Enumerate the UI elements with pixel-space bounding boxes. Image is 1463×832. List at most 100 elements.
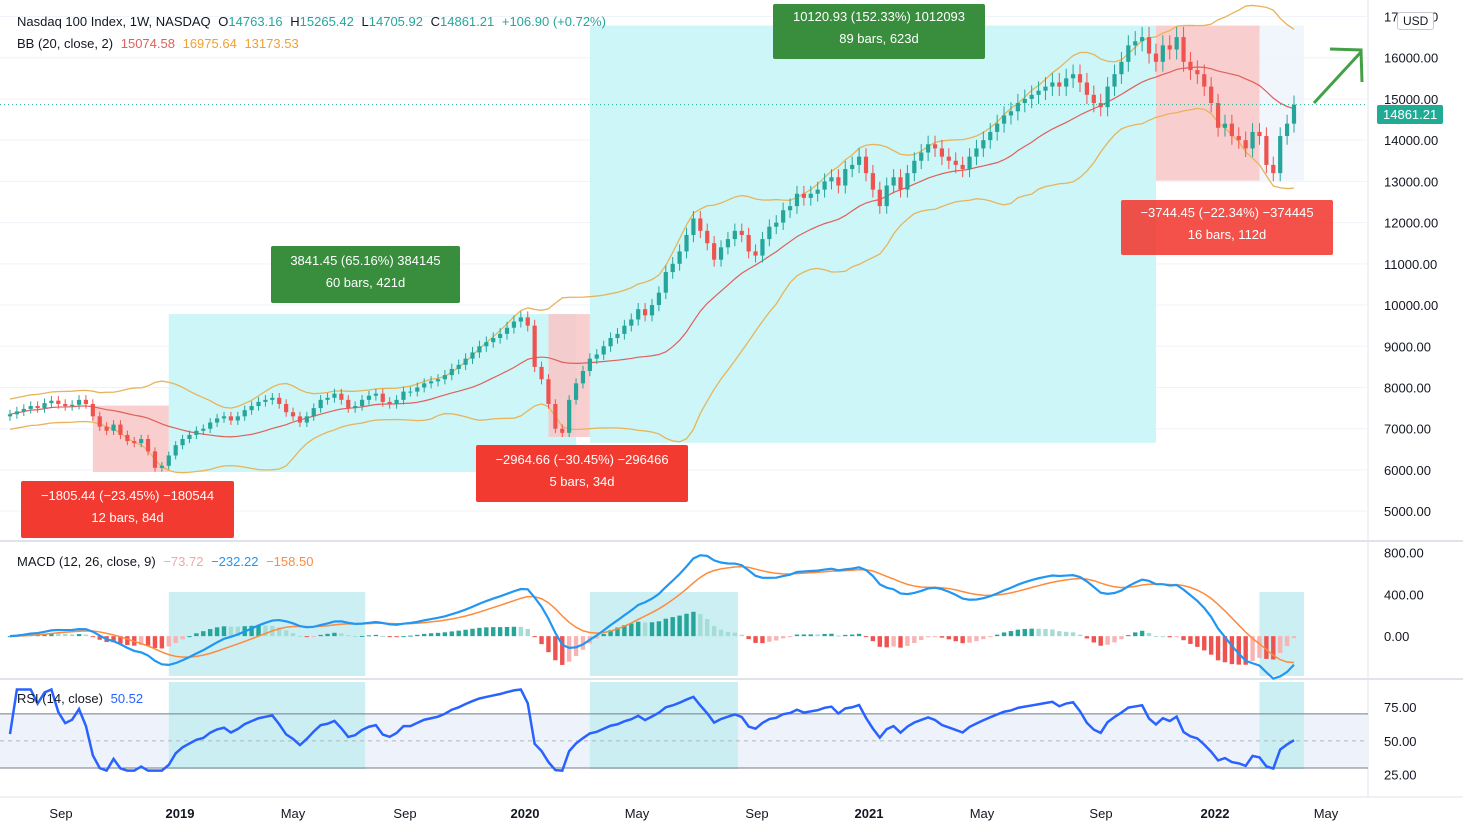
macd-histogram-bar [829,633,834,637]
macd-histogram-bar [283,630,289,637]
candle-body [1119,61,1124,75]
macd-histogram-bar [1126,635,1131,637]
macd-histogram-bar [415,634,420,637]
macd-histogram-bar [49,633,54,637]
candle-body [422,383,427,388]
time-tick-label: 2021 [855,806,884,821]
candle-body [636,309,641,320]
candle-body [318,399,323,409]
candle-body [912,160,917,174]
candle-body [580,370,586,384]
candle-body [173,445,178,456]
candle-body [642,309,648,316]
macd-histogram-bar [663,618,669,637]
candle-body [988,131,993,141]
trend-arrow-head [1329,47,1364,83]
rsi-legend: RSI (14, close) 50.52 [17,691,147,706]
candle-body [380,393,385,402]
candle-body [1126,45,1131,62]
candle-body [35,406,40,409]
candle-body [995,123,1000,132]
macd-histogram-bar [732,632,738,637]
macd-histogram-bar [435,632,441,637]
macd-histogram-bar [642,622,648,637]
macd-histogram-bar [290,632,296,637]
macd-histogram-bar [373,634,379,637]
rsi-highlight-1 [168,682,366,769]
macd-histogram-bar [1167,636,1172,638]
candle-body [718,247,724,260]
candle-body [815,189,820,194]
candle-body [539,366,544,380]
macd-histogram-bar [511,626,517,637]
price-tick-label: 10000.00 [1384,298,1438,313]
macd-histogram-bar [849,634,855,637]
time-tick-label: Sep [393,806,416,821]
candle-body [263,399,268,402]
candle-body [139,439,144,444]
candle-body [194,430,199,435]
candle-body [125,434,130,442]
macd-signal-value: −158.50 [266,554,314,569]
candle-body [284,403,289,413]
macd-histogram-bar [1257,636,1262,658]
candle-body [70,404,75,407]
macd-histogram-bar [1063,631,1069,637]
macd-histogram-bar [884,636,889,648]
candle-body [1222,123,1228,128]
macd-histogram-bar [491,627,496,637]
time-tick-label: 2019 [166,806,195,821]
time-tick-label: Sep [49,806,72,821]
candle-body [180,439,185,446]
bb-label: BB (20, close, 2) [17,36,114,51]
macd-histogram-bar [173,636,178,643]
currency-button[interactable]: USD [1397,12,1435,30]
measure-label-4: 10120.93 (152.33%) 1012093 89 bars, 623d [773,4,985,59]
candle-body [325,397,330,400]
measure-label-1-line2: 12 bars, 84d [91,510,164,525]
low-label: L [361,14,369,29]
macd-histogram-bar [214,627,220,637]
bb-basis-value: 15074.58 [120,36,175,51]
macd-histogram-bar [408,635,413,637]
measure-label-4-line2: 89 bars, 623d [839,31,919,46]
candle-body [573,383,579,400]
rsi-line [8,687,1295,773]
measure-label-5: −3744.45 (−22.34%) −374445 16 bars, 112d [1121,200,1333,255]
close-value: 14861.21 [440,14,495,29]
candle-body [753,251,758,256]
range-box-4 [589,25,1156,443]
macd-histogram-bar [484,627,489,637]
candle-body [808,193,813,198]
macd-histogram-bar [1222,636,1228,663]
macd-histogram-bar [297,635,303,637]
candle-body [822,181,827,190]
macd-histogram-bar [822,633,827,637]
macd-histogram-bar [1243,636,1248,665]
macd-histogram-bar [1208,636,1214,655]
macd-line [9,554,1295,680]
macd-histogram-bar [1139,630,1145,637]
macd-legend: MACD (12, 26, close, 9) −73.72 −232.22 −… [17,554,317,569]
candle-body [608,338,613,347]
macd-histogram-bar [442,632,448,637]
rsi-tick-label: 25.00 [1384,768,1417,783]
macd-histogram-bar [677,615,682,637]
bb-lower-value: 13173.53 [244,36,299,51]
time-tick-label: May [625,806,650,821]
time-tick-label: 2022 [1201,806,1230,821]
candle-body [1174,37,1179,50]
candle-body [863,156,869,174]
macd-histogram-bar [477,627,482,637]
macd-histogram-bar [7,636,13,638]
candle-body [1236,136,1241,141]
candle-body [870,173,876,190]
macd-histogram-bar [870,636,876,642]
candle-body [1008,111,1014,116]
macd-histogram-bar [159,636,165,649]
macd-histogram-bar [1284,636,1290,647]
candle-body [498,333,503,339]
macd-histogram-bar [152,636,158,649]
macd-histogram-bar [988,636,993,638]
